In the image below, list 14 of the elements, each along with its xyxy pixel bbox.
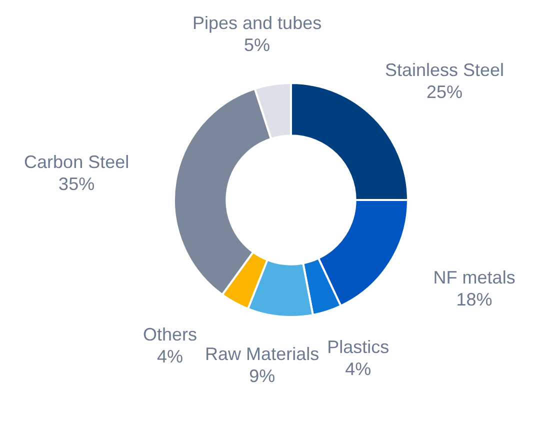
data-label: 35% xyxy=(58,174,95,194)
data-label: 5% xyxy=(244,35,270,56)
slice-label: Raw Materials xyxy=(205,344,320,364)
data-label: 9% xyxy=(249,366,276,386)
slice-label: Pipes and tubes xyxy=(192,13,322,34)
slice-label: Stainless Steel xyxy=(384,60,504,80)
data-label: 18% xyxy=(456,289,492,310)
data-label: 4% xyxy=(157,346,184,366)
slice-label: NF metals xyxy=(433,267,516,288)
data-label: 4% xyxy=(345,358,372,379)
data-label: 25% xyxy=(426,82,463,102)
slice-label: Plastics xyxy=(327,336,390,357)
slice-label: Others xyxy=(143,324,198,344)
slice-label: Carbon Steel xyxy=(24,152,130,172)
